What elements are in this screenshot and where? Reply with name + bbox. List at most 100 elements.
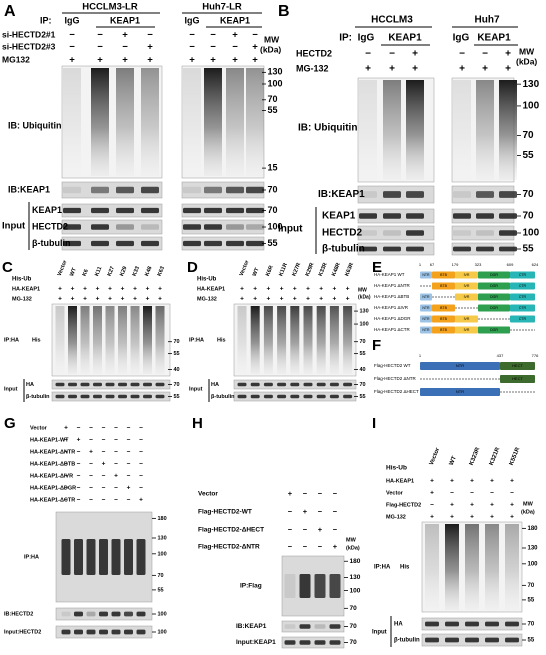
sign: − (64, 497, 68, 504)
row-label: HA-KEAP1 (386, 478, 414, 484)
sign: + (210, 55, 216, 66)
label: MW (523, 501, 534, 507)
band (425, 637, 439, 643)
band (284, 574, 296, 598)
sign: + (77, 437, 81, 444)
domain (420, 271, 432, 279)
band (476, 246, 494, 252)
label: (kDa) (521, 509, 535, 515)
domain-label: IVR (464, 295, 470, 299)
sign: + (430, 490, 434, 497)
sign: + (253, 286, 257, 293)
sign: + (280, 296, 284, 303)
band (105, 382, 115, 387)
marker-label: 100 (158, 551, 167, 557)
band (465, 621, 479, 627)
marker-label: 100 (158, 611, 167, 617)
sign: − (77, 497, 81, 504)
group-label: Input (189, 386, 203, 392)
sign: + (267, 296, 271, 303)
sign: − (288, 507, 293, 516)
sign: + (318, 525, 323, 534)
sign: − (102, 449, 106, 456)
sign: + (293, 286, 297, 293)
label: (kDa) (346, 545, 360, 551)
sign: + (158, 296, 162, 303)
sign: − (510, 490, 514, 497)
band (74, 539, 83, 575)
label: MW (264, 34, 280, 44)
domain (510, 271, 535, 279)
sign: − (470, 490, 474, 497)
sign: + (470, 478, 474, 485)
sign: + (510, 478, 514, 485)
domain (420, 362, 500, 370)
band (99, 611, 108, 617)
sign: + (146, 296, 150, 303)
sign: + (108, 286, 112, 293)
band (237, 394, 247, 399)
band (303, 394, 313, 399)
band (226, 207, 244, 214)
sign: − (303, 542, 308, 551)
sign: + (146, 286, 150, 293)
sign: − (139, 461, 143, 468)
row-label: MG132 (2, 54, 30, 64)
marker-label: 70 (268, 205, 278, 215)
domain-label: NTR (422, 273, 430, 277)
sign: − (333, 507, 338, 516)
band (86, 539, 96, 575)
band (284, 624, 296, 629)
band (143, 382, 152, 387)
band (314, 624, 326, 629)
row-label: HECTD2 (296, 48, 332, 58)
marker-label: 55 (174, 351, 180, 357)
marker-label: 55 (360, 394, 366, 400)
band (505, 621, 519, 627)
marker-label: 70 (268, 94, 278, 104)
marker-label: 180 (350, 558, 361, 565)
construct-label: HA-KEAP1 ΔDGR (374, 316, 411, 321)
column-label: K48R (331, 262, 342, 277)
smear (343, 306, 353, 374)
sign: + (470, 514, 474, 521)
sign: + (306, 286, 310, 293)
smear (406, 80, 424, 180)
smear (383, 80, 401, 180)
sign: − (127, 461, 131, 468)
marker-label: 100 (360, 322, 369, 328)
band (91, 186, 109, 194)
sign: + (280, 286, 284, 293)
band (299, 640, 311, 645)
sign: − (288, 525, 293, 534)
column-label: K6R (265, 265, 275, 277)
domain-label: IVR (464, 284, 470, 288)
marker-label: 130 (360, 309, 369, 315)
domain-label: DGR (490, 284, 498, 288)
blot-label: IP:HA (189, 337, 204, 343)
domain (510, 304, 535, 312)
blot-label: β-tubulin (211, 394, 235, 400)
label: HCCLM3-LR (82, 2, 138, 13)
label: IP: (40, 15, 52, 25)
smear (505, 524, 519, 610)
sign: − (114, 437, 118, 444)
sign: + (346, 286, 350, 293)
domain (432, 271, 455, 279)
sign: − (114, 497, 118, 504)
sign: − (318, 489, 323, 498)
band (329, 382, 339, 387)
band (183, 186, 201, 194)
sign: + (319, 286, 323, 293)
sign: + (96, 296, 100, 303)
row-label: si-HECTD2#1 (2, 29, 56, 39)
marker-label: 100 (158, 629, 167, 635)
band (63, 240, 81, 247)
column-label: K27R (291, 262, 302, 277)
domain (478, 293, 510, 301)
smear (465, 524, 479, 610)
sign: + (333, 286, 337, 293)
band (316, 394, 326, 399)
domain (455, 315, 478, 323)
sign: + (121, 286, 125, 293)
